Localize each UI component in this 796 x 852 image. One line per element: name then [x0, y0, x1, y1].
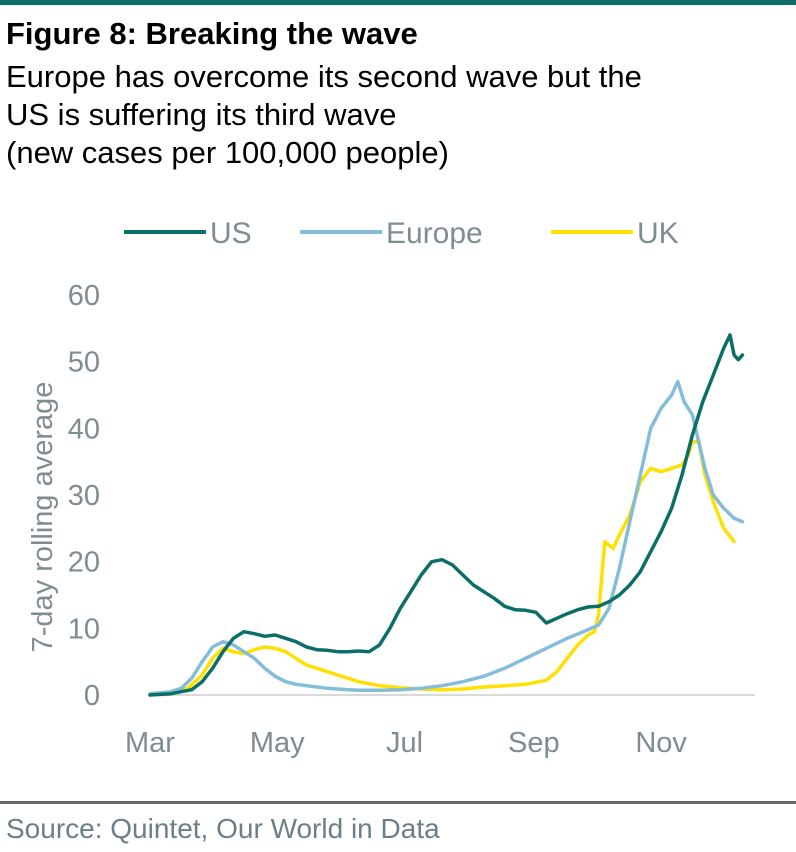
x-tick-label: May: [250, 727, 305, 759]
y-axis-label: 7-day rolling average: [27, 382, 59, 653]
x-tick-label: Sep: [508, 727, 560, 759]
source-note: Source: Quintet, Our World in Data: [6, 813, 440, 844]
series-line-us: [148, 333, 745, 697]
legend-label-us: US: [210, 217, 252, 250]
y-tick-label: 60: [68, 280, 100, 312]
bottom-rule: [0, 801, 796, 804]
y-axis-ticks: 0 10 20 30 40 50 60: [68, 280, 100, 712]
y-tick-label: 50: [68, 347, 100, 379]
subtitle-line-1: Europe has overcome its second wave but …: [6, 59, 642, 94]
x-tick-label: Mar: [125, 727, 175, 759]
subtitle-line-2: US is suffering its third wave: [6, 97, 397, 132]
chart-legend: US Europe UK: [124, 217, 679, 250]
figure-subtitle: Europe has overcome its second wave but …: [6, 58, 790, 172]
chart-series: [148, 333, 745, 697]
legend-label-uk: UK: [637, 217, 679, 250]
legend-label-europe: Europe: [386, 217, 483, 250]
subtitle-line-3: (new cases per 100,000 people): [6, 135, 449, 170]
figure-title: Figure 8: Breaking the wave: [6, 16, 418, 51]
y-tick-label: 20: [68, 547, 100, 579]
y-tick-label: 10: [68, 613, 100, 645]
top-rule: [0, 0, 796, 5]
y-tick-label: 0: [84, 680, 100, 712]
x-axis-ticks: Mar May Jul Sep Nov: [125, 727, 687, 759]
y-tick-label: 40: [68, 413, 100, 445]
line-chart: US Europe UK 7-day rolling average 0 10 20 30…: [27, 217, 755, 759]
x-tick-label: Nov: [635, 727, 687, 759]
series-line-uk: [148, 439, 736, 697]
y-tick-label: 30: [68, 480, 100, 512]
x-tick-label: Jul: [386, 727, 423, 759]
series-line-europe: [148, 379, 745, 696]
